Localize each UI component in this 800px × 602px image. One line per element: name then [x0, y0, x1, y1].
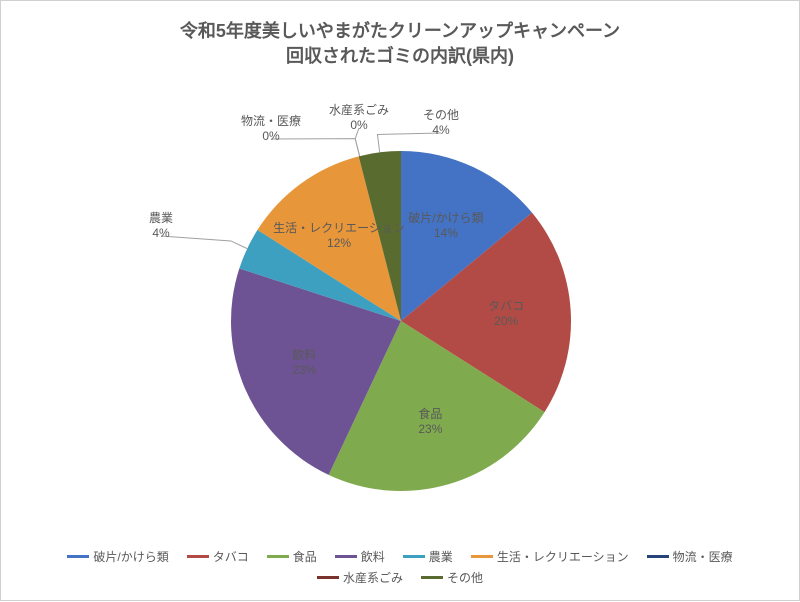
legend-item: 農業: [403, 548, 453, 565]
slice-label: 飲料23%: [292, 348, 316, 378]
legend-item: 生活・レクリエーション: [471, 548, 629, 565]
leader-line: [161, 236, 247, 249]
legend-swatch: [421, 576, 443, 579]
slice-label: 破片/かけら類14%: [408, 211, 483, 241]
legend-label: 農業: [429, 548, 453, 565]
slice-label: 生活・レクリエーション12%: [273, 221, 405, 251]
legend-label: その他: [447, 569, 483, 586]
legend-item: その他: [421, 569, 483, 586]
legend-swatch: [187, 555, 209, 558]
legend-label: 飲料: [361, 548, 385, 565]
legend-item: 食品: [267, 548, 317, 565]
legend-swatch: [335, 555, 357, 558]
legend: 破片/かけら類 タバコ 食品 飲料 農業 生活・レクリエーション 物流・医療水産系ごみ その他: [1, 548, 799, 586]
legend-label: 食品: [293, 548, 317, 565]
legend-label: 物流・医療: [673, 548, 733, 565]
legend-swatch: [471, 555, 493, 558]
legend-label: 破片/かけら類: [93, 548, 168, 565]
slice-label: タバコ20%: [488, 299, 524, 329]
chart-container: 令和5年度美しいやまがたクリーンアップキャンペーン 回収されたゴミの内訳(県内)…: [0, 0, 800, 601]
slice-label: 水産系ごみ0%: [329, 103, 389, 133]
legend-label: 水産系ごみ: [343, 569, 403, 586]
legend-item: 水産系ごみ: [317, 569, 403, 586]
legend-swatch: [267, 555, 289, 558]
legend-swatch: [67, 555, 89, 558]
legend-swatch: [317, 576, 339, 579]
slice-label: その他4%: [423, 108, 459, 138]
slice-label: 農業4%: [149, 211, 173, 241]
legend-label: 生活・レクリエーション: [497, 548, 629, 565]
legend-item: 破片/かけら類: [67, 548, 168, 565]
legend-swatch: [647, 555, 669, 558]
legend-item: タバコ: [187, 548, 249, 565]
legend-item: 物流・医療: [647, 548, 733, 565]
legend-item: 飲料: [335, 548, 385, 565]
legend-label: タバコ: [213, 548, 249, 565]
slice-label: 物流・医療0%: [241, 114, 301, 144]
legend-swatch: [403, 555, 425, 558]
slice-label: 食品23%: [418, 407, 442, 437]
pie-chart: [1, 1, 800, 602]
